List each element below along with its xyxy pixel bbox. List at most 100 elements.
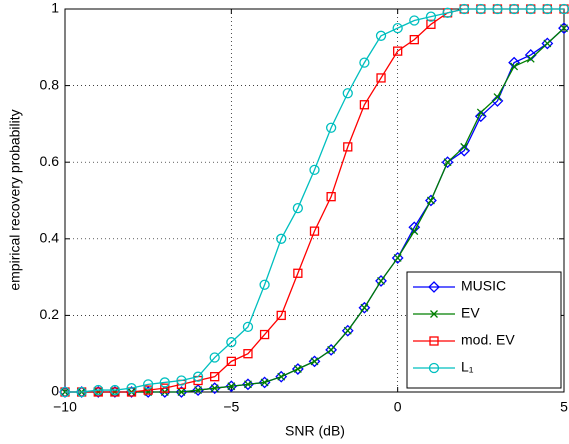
marker — [293, 268, 303, 278]
marker — [76, 386, 87, 398]
y-tick-label: 0.2 — [40, 306, 60, 322]
marker — [426, 19, 436, 29]
x-tick-label: 5 — [560, 399, 568, 415]
x-tick-label: −10 — [53, 399, 77, 415]
y-axis-label: empirical recovery probability — [7, 109, 23, 290]
marker — [210, 384, 219, 393]
marker — [326, 192, 336, 202]
marker — [93, 384, 104, 396]
marker — [360, 303, 369, 312]
marker — [343, 326, 352, 335]
marker — [259, 329, 270, 340]
marker — [125, 386, 138, 398]
marker — [359, 57, 370, 68]
marker — [425, 11, 437, 22]
marker — [225, 380, 238, 393]
marker — [341, 324, 354, 337]
marker — [293, 365, 302, 373]
marker — [177, 388, 186, 396]
marker — [391, 252, 404, 264]
legend-label: L₁ — [461, 359, 474, 375]
marker — [243, 349, 253, 359]
marker — [59, 386, 71, 398]
marker — [526, 54, 535, 63]
legend-label: MUSIC — [461, 278, 506, 294]
marker — [560, 24, 568, 33]
marker — [409, 34, 419, 45]
marker — [476, 108, 485, 117]
series-line — [65, 8, 564, 393]
marker — [410, 227, 419, 236]
marker — [474, 110, 487, 123]
marker — [325, 122, 337, 133]
marker — [260, 378, 269, 387]
y-tick-label: 1 — [51, 0, 59, 16]
marker — [493, 93, 502, 102]
marker — [143, 379, 154, 390]
marker — [359, 100, 370, 110]
marker — [276, 233, 287, 244]
marker — [242, 378, 254, 391]
marker — [458, 144, 471, 157]
legend-label: mod. EV — [461, 332, 515, 348]
marker — [175, 386, 188, 398]
marker — [126, 383, 137, 394]
x-tick-label: −5 — [223, 399, 239, 415]
marker — [277, 372, 286, 381]
marker — [226, 356, 236, 367]
marker — [226, 337, 237, 348]
marker — [309, 226, 320, 236]
marker — [393, 46, 403, 56]
marker — [242, 321, 254, 333]
marker — [543, 39, 552, 48]
marker — [375, 275, 387, 287]
y-tick-label: 0.4 — [40, 230, 60, 246]
marker — [176, 375, 187, 386]
marker — [343, 142, 353, 152]
marker — [393, 253, 402, 262]
marker — [208, 382, 221, 395]
x-tick-label: 0 — [394, 399, 402, 415]
y-tick-label: 0.8 — [40, 76, 60, 92]
marker — [358, 301, 371, 314]
marker — [325, 343, 338, 356]
marker — [327, 345, 336, 354]
marker — [377, 276, 385, 285]
legend: MUSIC EV mod. EV L₁ — [406, 271, 562, 389]
marker — [227, 382, 236, 391]
marker — [160, 383, 170, 393]
marker — [192, 384, 204, 397]
marker — [508, 3, 520, 15]
marker — [425, 194, 437, 207]
marker — [392, 22, 403, 34]
marker — [428, 281, 440, 293]
marker — [441, 156, 454, 169]
marker — [209, 352, 220, 363]
marker — [491, 95, 504, 107]
marker — [460, 142, 469, 151]
marker — [192, 371, 204, 382]
marker — [475, 3, 486, 15]
marker — [443, 158, 452, 167]
y-tick-label: 0.6 — [40, 153, 60, 169]
x-axis-label: SNR (dB) — [285, 423, 345, 439]
marker — [375, 30, 387, 41]
marker — [429, 336, 439, 346]
marker — [525, 3, 536, 15]
marker — [244, 380, 252, 389]
marker — [309, 164, 320, 176]
marker — [109, 384, 121, 396]
marker — [342, 88, 353, 99]
marker — [510, 62, 519, 71]
marker — [376, 73, 386, 83]
marker — [159, 377, 170, 388]
marker — [442, 7, 453, 18]
marker — [492, 3, 503, 15]
plot-frame — [64, 8, 565, 393]
y-tick-label: 0 — [51, 383, 59, 399]
marker — [158, 386, 171, 398]
marker — [430, 310, 438, 318]
marker — [558, 22, 569, 35]
marker — [428, 362, 440, 374]
